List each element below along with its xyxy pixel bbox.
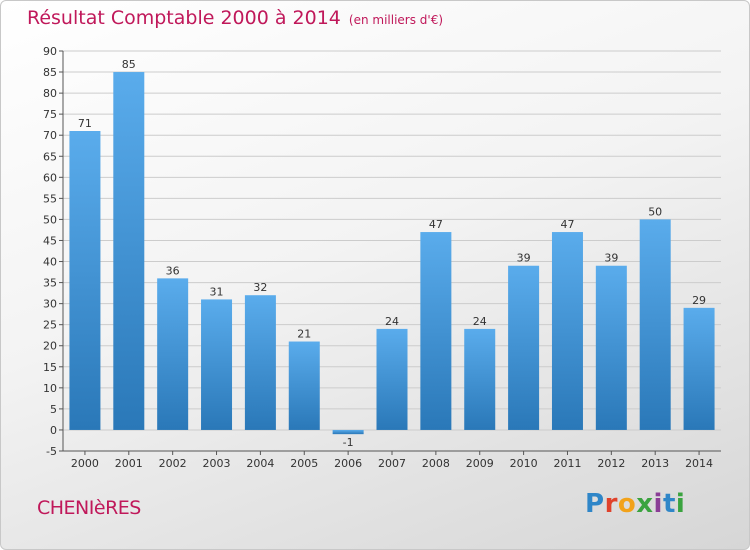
chart-title-text: Résultat Comptable 2000 à 2014 [27, 7, 341, 29]
data-label: 39 [517, 252, 531, 265]
bar [244, 295, 276, 430]
data-label: 39 [604, 252, 618, 265]
data-label: 24 [385, 315, 399, 328]
x-tick-label: 2004 [246, 457, 274, 470]
bars [69, 72, 715, 435]
labels: 71 85 36 31 32 21 -1 24 47 24 39 47 39 50 29 [78, 58, 706, 449]
x-tick-label: 2013 [641, 457, 669, 470]
y-tick-label: 55 [43, 192, 57, 205]
y-tick-label: 40 [43, 256, 57, 269]
bar [464, 328, 496, 430]
y-tick-label: 65 [43, 150, 57, 163]
y-tick-label: 70 [43, 129, 57, 142]
data-label: 47 [560, 218, 574, 231]
y-tick-label: 75 [43, 108, 57, 121]
logo-letter: i [653, 489, 663, 519]
proxiti-logo: Proxiti [585, 489, 685, 519]
bar [113, 72, 145, 430]
logo-letter: i [675, 489, 686, 519]
bar [376, 328, 408, 430]
data-label: -1 [343, 436, 354, 449]
y-tick-label: 85 [43, 66, 57, 79]
data-label: 36 [166, 264, 180, 277]
x-tick-label: 2006 [334, 457, 362, 470]
x-tick-label: 2002 [159, 457, 187, 470]
y-tick-label: 30 [43, 298, 57, 311]
logo-letter: o [617, 489, 637, 519]
chart-subtitle: (en milliers d'€) [348, 13, 444, 27]
y-tick-label: 0 [50, 424, 57, 437]
data-label: 31 [210, 285, 224, 298]
x-tick-label: 2000 [71, 457, 99, 470]
logo-letter: P [585, 489, 605, 519]
bar [420, 232, 452, 430]
x-tick-label: 2007 [378, 457, 406, 470]
bar [639, 219, 671, 430]
y-tick-label: 10 [43, 382, 57, 395]
data-label: 21 [297, 328, 311, 341]
bar [201, 299, 233, 430]
x-tick-label: 2011 [553, 457, 581, 470]
data-label: 32 [253, 281, 267, 294]
y-tick-label: 45 [43, 234, 57, 247]
data-label: 71 [78, 117, 92, 130]
y-tick-label: 25 [43, 319, 57, 332]
x-tick-label: 2012 [597, 457, 625, 470]
logo-letter: t [662, 489, 676, 519]
logo-letter: r [604, 489, 618, 519]
bar [69, 131, 101, 430]
y-tick-label: 80 [43, 87, 57, 100]
bar [683, 307, 715, 430]
x-tick-label: 2001 [115, 457, 143, 470]
data-label: 24 [473, 315, 487, 328]
bar [157, 278, 189, 430]
town-name: CHENIèRES [37, 497, 141, 519]
x-tick-label: 2005 [290, 457, 318, 470]
y-tick-label: 50 [43, 213, 57, 226]
data-label: 50 [648, 205, 662, 218]
data-label: 29 [692, 294, 706, 307]
x-tick-label: 2003 [203, 457, 231, 470]
x-tick-label: 2008 [422, 457, 450, 470]
bar [332, 429, 364, 435]
data-label: 85 [122, 58, 136, 71]
y-tick-label: 20 [43, 340, 57, 353]
logo-letter: x [636, 489, 654, 519]
x-tick-label: 2010 [510, 457, 538, 470]
chart-title: Résultat Comptable 2000 à 2014 (en millie… [27, 7, 443, 29]
y-tick-label: 5 [50, 403, 57, 416]
y-tick-label: 90 [43, 45, 57, 58]
x-tick-label: 2009 [466, 457, 494, 470]
bar [508, 265, 540, 430]
axes: -5 0 5 10 15 20 25 30 35 40 45 50 55 60 65 70 75 80 85 90 20… [43, 45, 721, 470]
bar [551, 232, 583, 430]
y-tick-label: 35 [43, 277, 57, 290]
y-tick-label: 15 [43, 361, 57, 374]
y-tick-label: -5 [46, 445, 57, 458]
y-tick-label: 60 [43, 171, 57, 184]
data-label: 47 [429, 218, 443, 231]
x-tick-label: 2014 [685, 457, 713, 470]
bar [595, 265, 627, 430]
bar [288, 341, 320, 430]
